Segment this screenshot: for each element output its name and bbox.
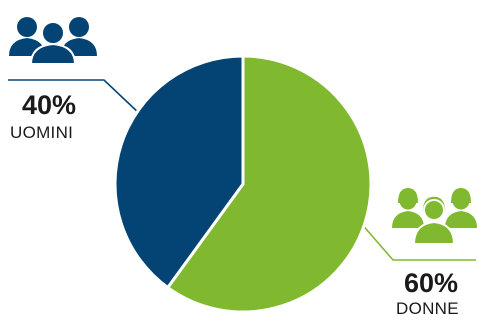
women-leader-line	[359, 221, 476, 261]
men-leader-line	[8, 79, 143, 117]
men-category-label: UOMINI	[10, 123, 74, 142]
pie-slice-donne	[166, 54, 373, 314]
men-percent-label: 40%	[22, 90, 77, 120]
pie-slice-uomini	[113, 54, 245, 290]
men-group-icon	[9, 17, 97, 65]
women-group-icon	[392, 188, 477, 245]
women-percent-label: 60%	[404, 268, 459, 298]
women-category-label: DONNE	[396, 299, 459, 318]
